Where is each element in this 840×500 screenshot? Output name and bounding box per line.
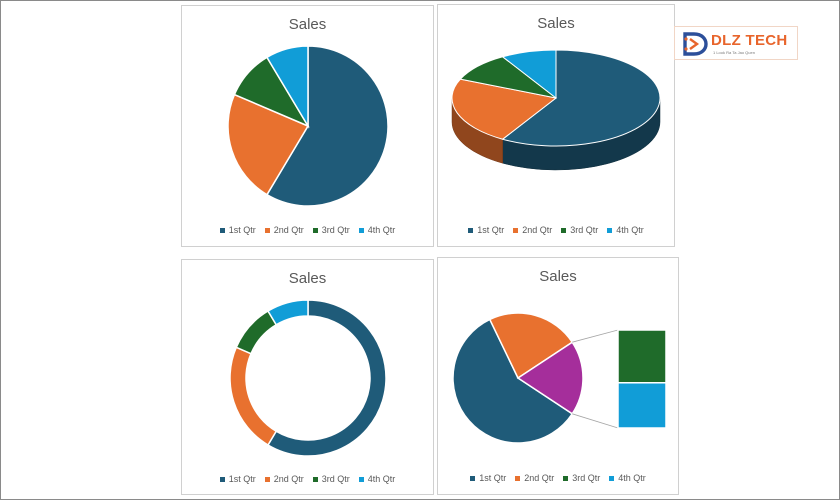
legend-swatch [312,227,318,233]
legend-item: 1st Qtr [468,225,504,235]
legend-swatch [312,476,318,482]
chart-panel-pie: Sales 1st Qtr 2nd Qtr 3rd Qtr 4th Qtr [181,5,434,247]
doughnut-segment-1 [266,299,387,457]
legend-swatch [470,475,476,481]
pie-3d-chart [451,49,661,171]
legend-item: 1st Qtr [219,225,256,235]
pie-slice-4 [501,49,557,100]
chart-panel-doughnut: Sales 1st Qtr 2nd Qtr 3rd Qtr 4th Qtr [181,259,434,495]
legend-label: 4th Qtr [618,473,646,483]
pie-chart [227,45,389,207]
legend-swatch [561,227,567,233]
pie-slice-1 [452,318,574,444]
legend-label: 3rd Qtr [570,225,599,235]
pie-slice-2 [227,93,310,196]
legend-swatch [264,476,270,482]
legend-label: 4th Qtr [616,225,644,235]
pie-slice-2 [488,312,574,380]
legend-label: 4th Qtr [367,474,396,484]
connector-line-top [572,329,619,343]
legend-item: 4th Qtr [358,225,396,235]
chart-title: Sales [288,16,327,33]
legend-swatch [468,227,474,233]
legend-swatch [264,227,270,233]
legend-item: 3rd Qtr [563,473,600,483]
pie-slice-4 [265,45,309,129]
pie-slice-2 [451,78,558,140]
legend-swatch [607,227,613,233]
legend-label: 2nd Qtr [524,473,555,483]
chart-title: Sales [537,15,575,32]
doughnut-segment-3 [235,310,278,355]
chart-title: Sales [288,270,327,287]
legend-label: 4th Qtr [367,225,396,235]
doughnut-segment-4 [266,299,309,326]
legend-label: 2nd Qtr [273,225,304,235]
legend-item: 2nd Qtr [515,473,554,483]
legend-item: 4th Qtr [358,474,396,484]
chart-legend: 1st Qtr 2nd Qtr 3rd Qtr 4th Qtr [438,473,678,483]
legend-swatch [358,476,364,482]
legend-item: 3rd Qtr [312,474,350,484]
pie-slice-other [516,341,584,415]
legend-label: 1st Qtr [477,225,505,235]
bar-segment-4 [617,382,667,429]
legend-swatch [563,475,569,481]
legend-item: 3rd Qtr [312,225,350,235]
pie-slice-1 [265,45,389,207]
legend-swatch [219,227,225,233]
legend-swatch [609,475,615,481]
legend-swatch [515,475,521,481]
dlz-d-logo-icon [683,32,708,56]
chart-panel-bar-of-pie: Sales 1st Qtr 2nd Qtr 3rd Qtr 4th Qtr [437,257,679,495]
legend-swatch [358,227,364,233]
legend-item: 2nd Qtr [264,225,304,235]
bar-of-pie-chart [452,312,667,444]
legend-swatch [219,476,225,482]
legend-label: 3rd Qtr [321,225,350,235]
legend-item: 1st Qtr [219,474,256,484]
doughnut-chart [229,299,387,457]
connector-line-bottom [572,413,619,429]
pie-slice-1 [501,49,661,147]
legend-label: 1st Qtr [228,474,256,484]
legend-item: 3rd Qtr [561,225,598,235]
legend-label: 3rd Qtr [572,473,601,483]
chart-title: Sales [539,268,577,285]
chart-legend: 1st Qtr 2nd Qtr 3rd Qtr 4th Qtr [182,474,433,484]
legend-item: 2nd Qtr [513,225,552,235]
legend-item: 4th Qtr [607,225,644,235]
legend-item: 4th Qtr [609,473,646,483]
legend-item: 2nd Qtr [264,474,304,484]
logo-subtext: 1 Look Ra Ta Jao Quen [713,50,755,55]
legend-label: 1st Qtr [228,225,256,235]
logo-text: DLZ TECH [711,32,788,49]
legend-swatch [513,227,519,233]
legend-label: 1st Qtr [479,473,507,483]
legend-label: 3rd Qtr [321,474,350,484]
chart-legend: 1st Qtr 2nd Qtr 3rd Qtr 4th Qtr [182,225,433,235]
legend-label: 2nd Qtr [273,474,304,484]
legend-item: 1st Qtr [470,473,506,483]
chart-panel-pie-3d: Sales 1st Qtr 2nd Qtr 3rd Qtr 4th Qtr [437,4,675,247]
bar-segment-3 [617,329,667,384]
doughnut-segment-2 [229,346,278,446]
dlz-tech-logo: DLZ TECH 1 Look Ra Ta Jao Quen [674,26,798,60]
chart-legend: 1st Qtr 2nd Qtr 3rd Qtr 4th Qtr [438,225,674,235]
legend-label: 2nd Qtr [522,225,553,235]
